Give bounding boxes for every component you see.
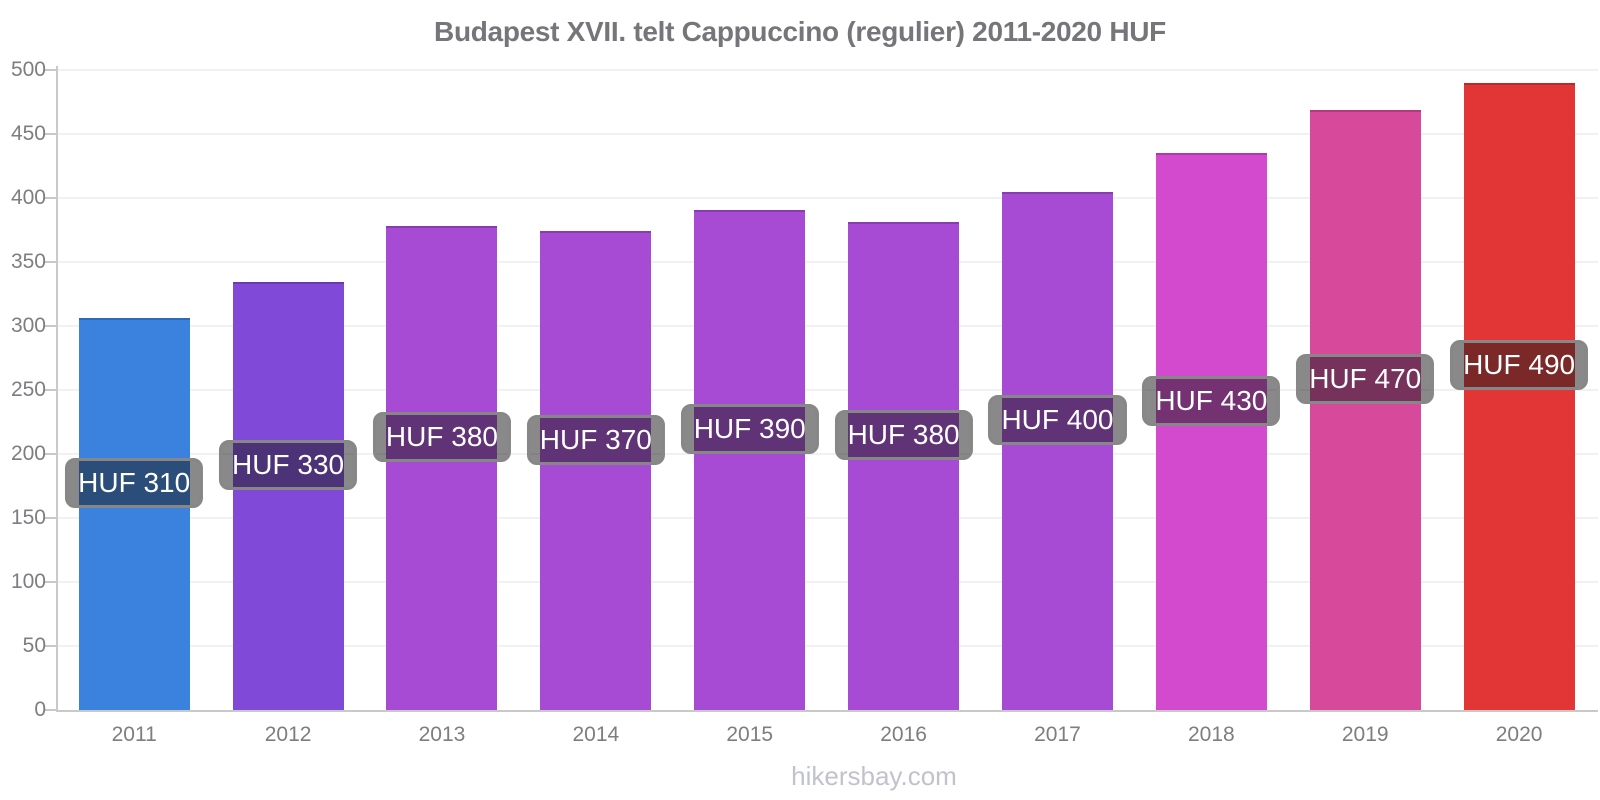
bar-value-label: HUF 330 [219,440,358,491]
y-tick [45,133,57,135]
y-tick [45,581,57,583]
bar[interactable] [1463,82,1575,710]
y-tick-label: 0 [34,698,46,721]
bar[interactable] [848,222,960,710]
gridline [57,581,1598,583]
y-tick [45,453,57,455]
bar-value-label: HUF 490 [1450,340,1589,391]
x-tick-label: 2017 [1034,723,1081,746]
y-tick [45,197,57,199]
y-tick-label: 500 [10,58,46,81]
x-tick-label: 2020 [1495,723,1543,746]
y-tick-label: 300 [10,314,46,337]
gridline [57,69,1598,71]
bar-value-label: HUF 310 [65,458,204,509]
gridline [57,133,1598,135]
gridline [57,325,1598,327]
y-tick [45,261,57,263]
bar-value-label: HUF 370 [526,414,665,465]
y-tick-label: 150 [10,506,46,529]
y-tick [45,325,57,327]
gridline [57,261,1598,263]
gridline [57,197,1598,199]
x-axis-line [56,710,1598,712]
gridline [57,645,1598,647]
bar[interactable] [232,282,344,710]
bar[interactable] [386,226,498,710]
y-tick-label: 400 [10,186,46,209]
gridline [57,517,1598,519]
y-tick-label: 450 [10,122,46,145]
y-tick [45,645,57,647]
bar-value-label: HUF 430 [1142,375,1281,426]
bar-value-label: HUF 380 [372,412,511,463]
y-tick [45,517,57,519]
x-tick-label: 2014 [572,723,620,746]
footer-link[interactable]: hikersbay.com [791,761,957,791]
bar-value-label: HUF 470 [1296,353,1435,404]
bar[interactable] [1309,109,1421,710]
bar[interactable] [694,209,806,710]
bar[interactable] [1001,191,1113,710]
y-axis-line [56,66,58,712]
x-tick-label: 2012 [264,723,312,746]
y-tick-label: 50 [22,634,46,657]
x-tick-label: 2016 [880,723,927,746]
x-tick-label: 2018 [1188,723,1235,746]
x-tick-label: 2019 [1341,723,1389,746]
bar-value-label: HUF 380 [834,410,973,461]
y-tick-label: 350 [10,250,46,273]
y-tick [45,69,57,71]
x-tick-label: 2015 [726,723,774,746]
y-tick-label: 100 [10,570,46,593]
x-tick-label: 2013 [418,723,466,746]
bar[interactable] [78,318,190,710]
chart-title: Budapest XVII. telt Cappuccino (regulier… [434,16,1166,47]
y-tick [45,389,57,391]
bar[interactable] [1155,153,1267,710]
gridline [57,389,1598,391]
bar[interactable] [540,231,652,710]
gridline [57,453,1598,455]
bar-value-label: HUF 400 [988,394,1127,445]
y-tick-label: 250 [10,378,46,401]
y-tick-label: 200 [10,442,46,465]
bar-value-label: HUF 390 [680,403,819,454]
y-tick [45,709,57,711]
x-tick-label: 2011 [111,723,157,746]
